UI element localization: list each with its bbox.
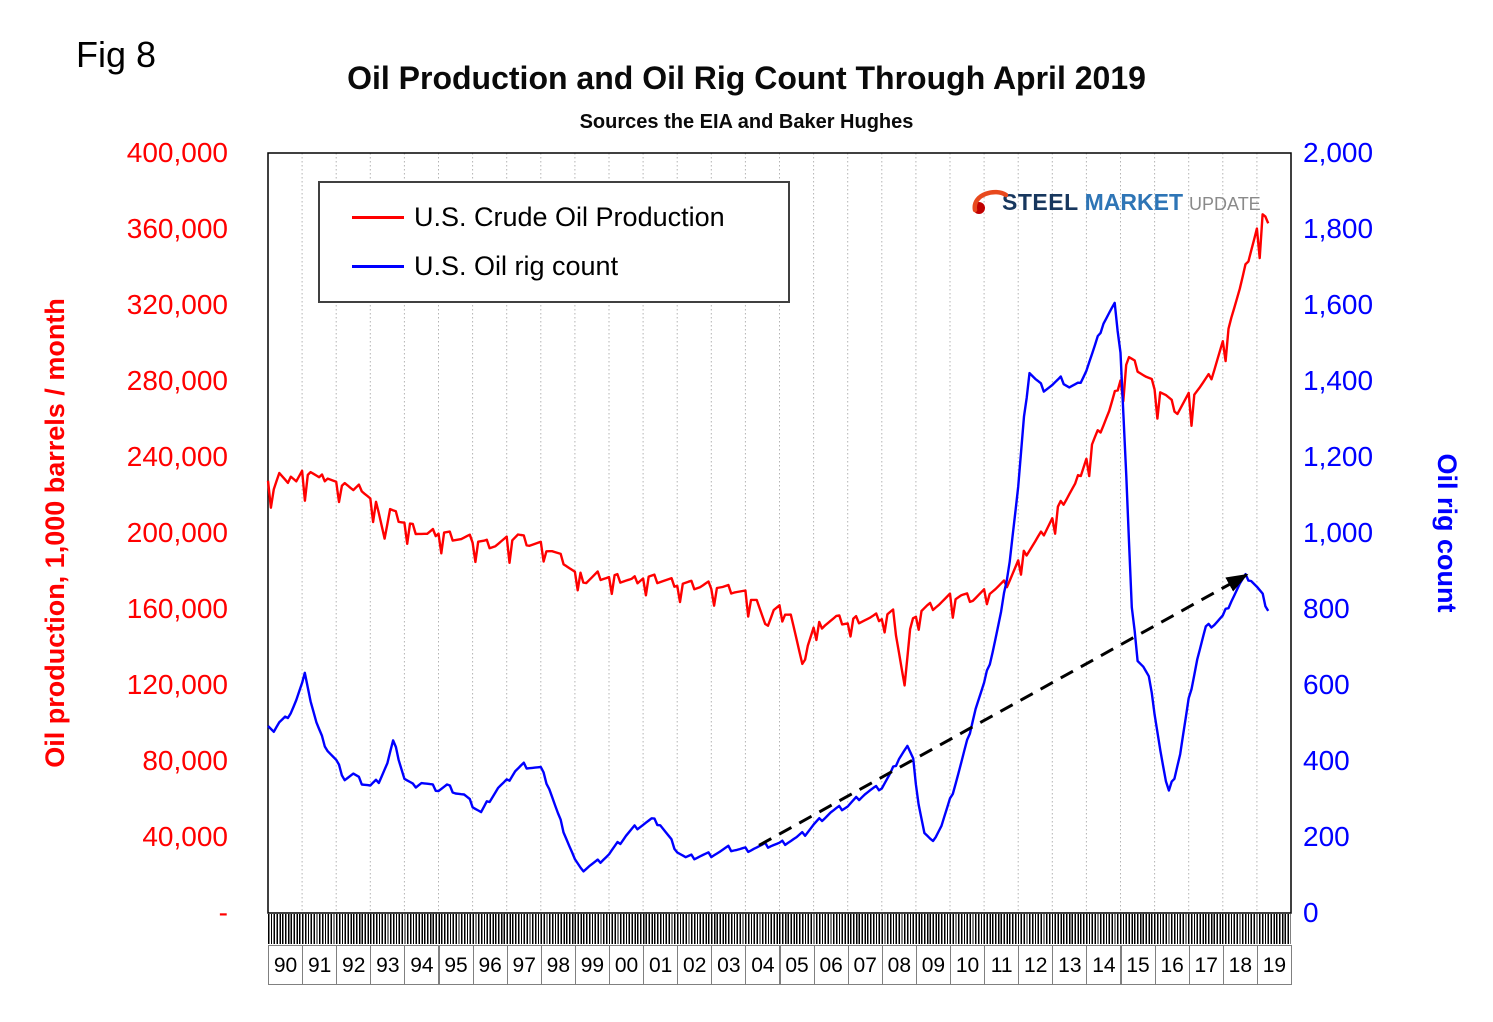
left-axis-tick-label: 320,000 <box>126 289 228 320</box>
x-axis-tick-label: 12 <box>1018 945 1054 985</box>
legend-line-sample-blue <box>352 265 404 269</box>
chart-title: Oil Production and Oil Rig Count Through… <box>347 60 1146 96</box>
x-axis-tick-label: 00 <box>609 945 645 985</box>
left-axis-tick-label: 240,000 <box>126 441 228 472</box>
legend-item-crude-oil-production: U.S. Crude Oil Production <box>352 202 788 233</box>
legend: U.S. Crude Oil Production U.S. Oil rig c… <box>318 181 790 303</box>
logo-word-update: UPDATE <box>1189 194 1261 214</box>
x-axis-tick-label: 96 <box>472 945 508 985</box>
left-axis-tick-label: 40,000 <box>142 821 228 852</box>
x-axis-tick-label: 97 <box>506 945 542 985</box>
left-axis-tick-label: 400,000 <box>126 137 228 168</box>
right-axis-tick-label: 600 <box>1303 669 1350 700</box>
trend-arrow <box>758 573 1249 847</box>
x-axis-tick-label: 94 <box>404 945 440 985</box>
left-axis-tick-label: 360,000 <box>126 213 228 244</box>
logo-word-market: MARKET <box>1084 189 1184 215</box>
x-axis-tick-label: 95 <box>438 945 474 985</box>
x-axis-tick-label: 92 <box>336 945 372 985</box>
x-axis-tick-label: 10 <box>950 945 986 985</box>
x-axis-tick-label: 05 <box>779 945 815 985</box>
right-axis-tick-label: 2,000 <box>1303 137 1374 168</box>
smu-logo: STEEL MARKET UPDATE <box>972 180 1261 216</box>
x-axis-tick-label: 93 <box>370 945 406 985</box>
x-axis-tick-label: 98 <box>540 945 576 985</box>
left-axis-tick-label: 120,000 <box>126 669 228 700</box>
x-axis-tick-label: 18 <box>1222 945 1258 985</box>
x-axis-tick-label: 99 <box>574 945 610 985</box>
x-axis-tick-label: 03 <box>711 945 747 985</box>
left-axis-tick-label: 200,000 <box>126 517 228 548</box>
x-axis-tick-label: 91 <box>302 945 338 985</box>
x-axis-tick-label: 11 <box>984 945 1020 985</box>
x-axis-tick-label: 13 <box>1052 945 1088 985</box>
x-axis-tick-label: 19 <box>1256 945 1292 985</box>
x-axis-tick-label: 06 <box>813 945 849 985</box>
right-axis-title: Oil rig count <box>1432 453 1462 613</box>
x-axis-minor-tick-band <box>268 914 1291 944</box>
right-axis-tick-label: 1,000 <box>1303 517 1374 548</box>
x-axis-tick-label: 08 <box>881 945 917 985</box>
x-axis-tick-label: 17 <box>1188 945 1224 985</box>
right-axis-tick-label: 1,600 <box>1303 289 1374 320</box>
x-axis-tick-label: 14 <box>1086 945 1122 985</box>
fig-label: Fig 8 <box>76 34 157 75</box>
left-axis-tick-label: 280,000 <box>126 365 228 396</box>
left-axis-tick-label: 160,000 <box>126 593 228 624</box>
left-axis-title: Oil production, 1,000 barrels / month <box>40 298 70 768</box>
x-axis-tick-label: 15 <box>1120 945 1156 985</box>
right-axis-tick-label: 1,200 <box>1303 441 1374 472</box>
legend-label-oil-rig-count: U.S. Oil rig count <box>414 251 619 282</box>
right-axis-tick-label: 800 <box>1303 593 1350 624</box>
chart-subtitle: Sources the EIA and Baker Hughes <box>579 111 914 133</box>
x-axis-tick-label: 09 <box>915 945 951 985</box>
x-axis-tick-label: 90 <box>268 945 304 985</box>
right-axis-tick-label: 1,800 <box>1303 213 1374 244</box>
series-line-1 <box>267 301 1270 873</box>
right-axis-tick-label: 200 <box>1303 821 1350 852</box>
smu-swoosh-icon <box>972 189 1008 214</box>
left-axis-tick-label: 80,000 <box>142 745 228 776</box>
x-axis-tick-label: 07 <box>847 945 883 985</box>
legend-item-oil-rig-count: U.S. Oil rig count <box>352 251 788 282</box>
legend-line-sample-red <box>352 215 404 219</box>
left-axis-tick-label: - <box>218 897 228 928</box>
x-axis-tick-label: 02 <box>677 945 713 985</box>
right-axis-tick-label: 1,400 <box>1303 365 1374 396</box>
logo-word-steel: STEEL <box>1002 189 1079 215</box>
x-axis-tick-label: 04 <box>745 945 781 985</box>
legend-label-crude-oil-production: U.S. Crude Oil Production <box>414 201 725 232</box>
x-axis-tick-label: 16 <box>1154 945 1190 985</box>
right-axis-tick-label: 0 <box>1303 897 1319 928</box>
right-axis-tick-label: 400 <box>1303 745 1350 776</box>
x-axis-tick-label: 01 <box>643 945 679 985</box>
